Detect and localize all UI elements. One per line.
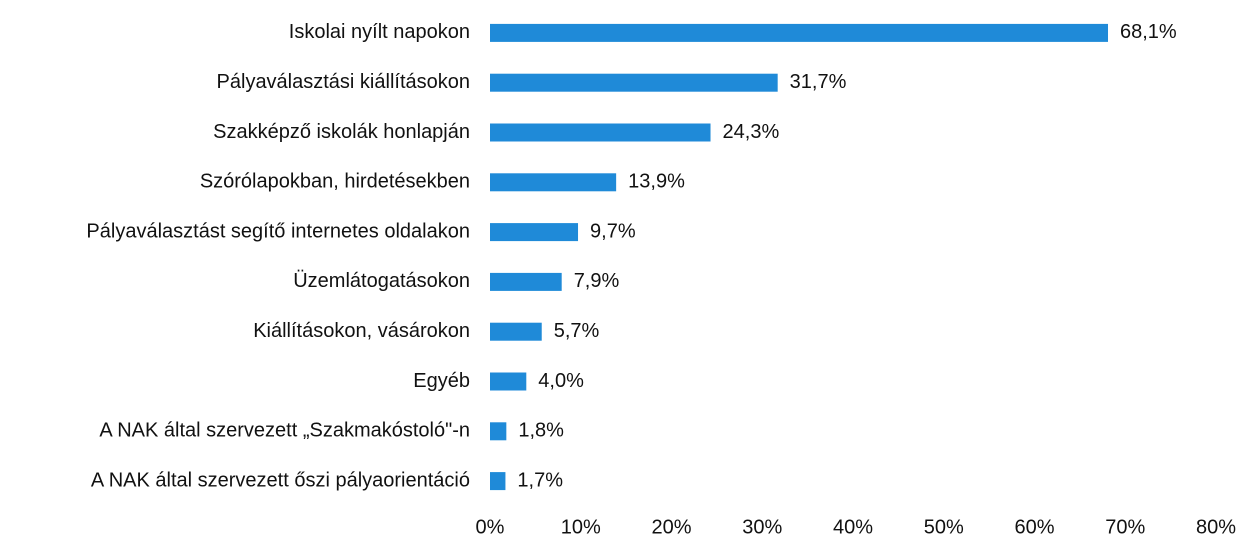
- y-tick-label: Pályaválasztást segítő internetes oldala…: [86, 220, 470, 242]
- x-tick-label: 60%: [1014, 516, 1054, 538]
- y-tick-label: Iskolai nyílt napokon: [289, 21, 470, 43]
- x-tick-label: 40%: [833, 516, 873, 538]
- x-tick-label: 50%: [924, 516, 964, 538]
- value-label: 31,7%: [790, 71, 847, 93]
- value-label: 68,1%: [1120, 21, 1177, 43]
- y-tick-label: A NAK által szervezett őszi pályaorientá…: [91, 469, 470, 491]
- bar: [490, 223, 579, 242]
- bar: [490, 272, 562, 291]
- value-label: 7,9%: [574, 270, 620, 292]
- y-tick-label: A NAK által szervezett „Szakmakóstoló"-n: [99, 420, 470, 442]
- bar: [490, 73, 778, 92]
- value-label: 9,7%: [590, 220, 636, 242]
- x-tick-label: 10%: [561, 516, 601, 538]
- bar: [490, 173, 617, 192]
- y-tick-label: Kiállításokon, vásárokon: [253, 320, 470, 342]
- value-label: 13,9%: [628, 171, 685, 193]
- bar: [490, 23, 1109, 42]
- y-tick-label: Egyéb: [413, 370, 470, 392]
- bar: [490, 322, 542, 341]
- value-label: 1,8%: [518, 420, 564, 442]
- y-tick-label: Pályaválasztási kiállításokon: [217, 71, 470, 93]
- value-label: 1,7%: [517, 469, 563, 491]
- bar: [490, 422, 507, 441]
- value-label: 5,7%: [554, 320, 600, 342]
- value-label: 24,3%: [723, 121, 780, 143]
- y-tick-label: Üzemlátogatásokon: [293, 270, 470, 292]
- y-tick-label: Szakképző iskolák honlapján: [213, 121, 470, 143]
- bar: [490, 372, 527, 391]
- bar: [490, 472, 506, 491]
- x-tick-label: 0%: [476, 516, 505, 538]
- bar: [490, 123, 711, 142]
- x-tick-label: 20%: [651, 516, 691, 538]
- y-tick-label: Szórólapokban, hirdetésekben: [200, 171, 470, 193]
- x-tick-label: 30%: [742, 516, 782, 538]
- x-tick-label: 70%: [1105, 516, 1145, 538]
- value-label: 4,0%: [538, 370, 584, 392]
- x-tick-label: 80%: [1196, 516, 1236, 538]
